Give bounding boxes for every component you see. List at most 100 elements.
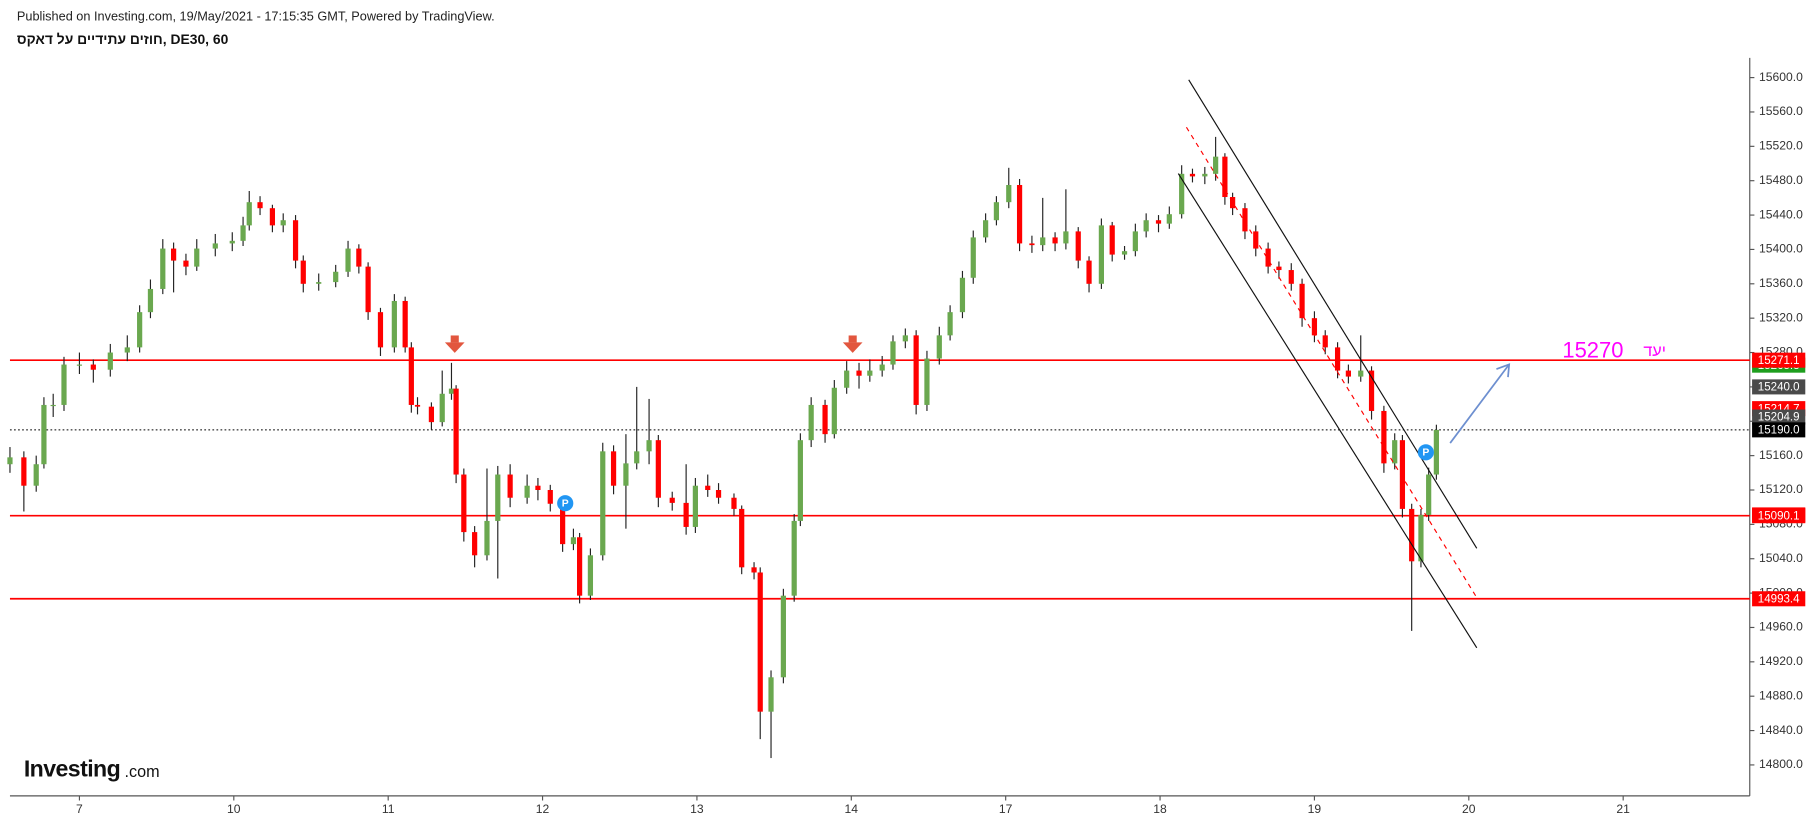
candle-body [1358,370,1364,377]
y-tick-label: 15160.0 [1759,448,1803,462]
candle-body [1433,429,1439,475]
candle-body [669,497,675,503]
candle-body [1230,197,1236,209]
level-tag [1752,591,1806,607]
candle-body [1409,508,1415,562]
level-tag-label: 15090.1 [1758,510,1800,522]
candle-body [461,474,467,533]
candle-body [1189,173,1196,177]
candle-body [333,271,339,283]
candle-body [147,288,154,313]
price-tag [1752,379,1806,395]
candle-body [472,532,478,556]
level-tag-label: 15271.1 [1758,355,1800,367]
candle-body [646,440,652,452]
candle-body [1121,251,1128,255]
candle-body [50,404,56,407]
candle-body [107,352,113,370]
candle-body [1222,156,1228,198]
pivot-marker: P [557,495,574,512]
candle-body [890,341,896,365]
candle-body [7,457,13,465]
published-note: Published on Investing.com, 19/May/2021 … [17,9,495,24]
candle-body [587,555,594,596]
candle-body [692,485,698,527]
candle-body [1075,231,1081,261]
candle-body [507,474,513,498]
candle-body [610,451,617,486]
candle-body [791,520,797,596]
candle-body [600,451,606,556]
logo-suffix: .com [124,763,159,781]
target-value: 15270 [1562,338,1623,363]
candle-body [822,404,828,435]
target-arrow [1449,363,1511,444]
candle-body [797,440,803,521]
candle-body [715,490,722,498]
candle-body [936,335,942,359]
candle-body [1426,474,1432,515]
candle-body [76,364,83,366]
candle-body [484,520,490,556]
candle-body [391,300,397,348]
candle-body [1179,173,1185,215]
x-tick-label: 18 [1153,802,1167,816]
candle-body [731,497,737,509]
x-tick-label: 12 [536,802,550,816]
candle-body [160,248,166,289]
candle-body [21,457,27,486]
candle-body [345,248,351,272]
candle-body [448,388,455,394]
candle-body [879,364,885,371]
candle-body [757,572,763,712]
y-tick-label: 15560.0 [1759,104,1803,118]
candle-body [280,220,286,226]
channel-line [1177,173,1478,649]
y-tick-label: 15440.0 [1759,207,1803,221]
candle-body [1381,410,1387,464]
candle-body [414,404,421,407]
y-tick-label: 14840.0 [1759,723,1803,737]
x-tick-label: 11 [382,802,395,816]
candle-body [1086,260,1092,284]
target-label: יעד [1643,342,1666,360]
y-tick-label: 15400.0 [1759,242,1803,256]
x-tick-label: 7 [76,802,83,816]
candle-body [183,260,189,267]
candle-body [212,243,218,249]
plot: 14800.014840.014880.014920.014960.015000… [7,70,1803,816]
candle-body [623,463,629,486]
candle-body [1311,318,1318,336]
chart-title: חוזים עתידיים על דאקס, DE30, 60 [17,31,229,47]
candle-body [560,503,566,545]
candle-body [844,370,850,388]
candle-body [300,260,306,284]
y-tick-label: 14920.0 [1759,654,1803,668]
candle-body [240,225,246,241]
candle-body [924,358,930,405]
candle-body [1334,347,1341,371]
candle-body [41,404,47,465]
candle-body [831,387,837,435]
level-tag [1752,508,1806,524]
candle-body [408,347,414,405]
candle-body [33,464,39,486]
candle-body [170,248,177,261]
candle-body [1299,283,1305,319]
y-tick-label: 15320.0 [1759,310,1803,324]
x-tick-label: 17 [999,802,1013,816]
candle-body [705,485,711,491]
y-tick-label: 15520.0 [1759,139,1803,153]
candle-body [229,240,235,244]
candle-body [356,248,362,267]
candle-body [124,347,130,353]
x-tick-label: 20 [1462,802,1476,816]
candle-body [524,485,530,498]
candle-body [257,202,263,209]
candle-body [808,404,814,441]
x-tick-label: 13 [690,802,704,816]
level-tag-label: 14993.4 [1758,593,1800,605]
